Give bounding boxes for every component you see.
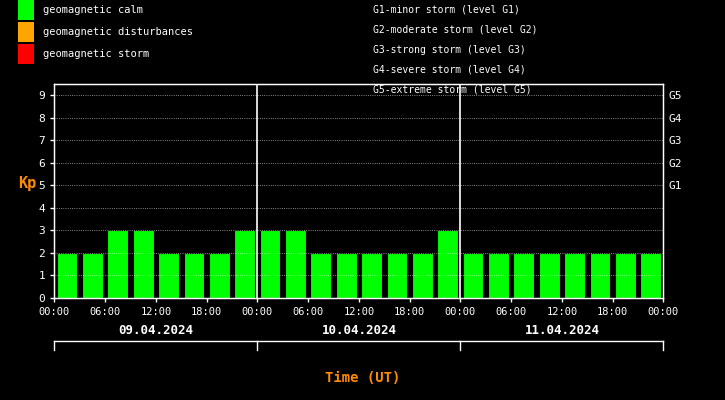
- Text: Time (UT): Time (UT): [325, 371, 400, 385]
- Text: G1-minor storm (level G1): G1-minor storm (level G1): [373, 5, 521, 15]
- Bar: [488, 253, 509, 298]
- Text: geomagnetic calm: geomagnetic calm: [43, 5, 143, 15]
- Text: 09.04.2024: 09.04.2024: [118, 324, 194, 336]
- Text: G4-severe storm (level G4): G4-severe storm (level G4): [373, 65, 526, 75]
- Bar: [82, 253, 103, 298]
- Bar: [285, 230, 306, 298]
- Bar: [539, 253, 560, 298]
- Bar: [564, 253, 585, 298]
- Bar: [589, 253, 610, 298]
- Text: 10.04.2024: 10.04.2024: [321, 324, 397, 336]
- Text: G5-extreme storm (level G5): G5-extreme storm (level G5): [373, 85, 532, 95]
- Bar: [57, 253, 78, 298]
- Bar: [336, 253, 357, 298]
- Bar: [183, 253, 204, 298]
- Bar: [513, 253, 534, 298]
- Bar: [437, 230, 458, 298]
- Bar: [209, 253, 230, 298]
- Bar: [107, 230, 128, 298]
- Bar: [386, 253, 407, 298]
- Text: G2-moderate storm (level G2): G2-moderate storm (level G2): [373, 25, 538, 35]
- Bar: [133, 230, 154, 298]
- Bar: [158, 253, 179, 298]
- Bar: [615, 253, 636, 298]
- Bar: [310, 253, 331, 298]
- Text: geomagnetic storm: geomagnetic storm: [43, 49, 149, 59]
- Bar: [260, 230, 281, 298]
- Text: G3-strong storm (level G3): G3-strong storm (level G3): [373, 45, 526, 55]
- Text: 11.04.2024: 11.04.2024: [524, 324, 600, 336]
- Bar: [361, 253, 382, 298]
- Bar: [463, 253, 484, 298]
- Y-axis label: Kp: Kp: [18, 176, 36, 191]
- Text: geomagnetic disturbances: geomagnetic disturbances: [43, 27, 193, 37]
- Bar: [412, 253, 433, 298]
- Bar: [640, 253, 661, 298]
- Bar: [234, 230, 255, 298]
